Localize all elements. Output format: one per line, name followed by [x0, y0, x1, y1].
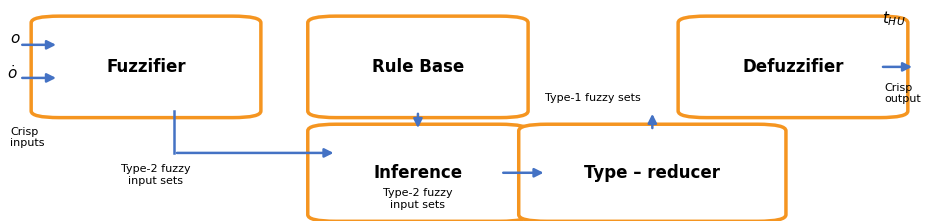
Text: Inference: Inference [374, 164, 463, 182]
Text: Type – reducer: Type – reducer [584, 164, 720, 182]
FancyBboxPatch shape [31, 16, 261, 118]
FancyBboxPatch shape [308, 124, 528, 221]
FancyBboxPatch shape [518, 124, 786, 221]
Text: Defuzzifier: Defuzzifier [742, 58, 844, 76]
Text: Crisp
inputs: Crisp inputs [10, 127, 44, 148]
Text: $\dot{o}$: $\dot{o}$ [8, 65, 18, 82]
Text: Crisp
output: Crisp output [884, 83, 920, 104]
Text: $t_{HU}$: $t_{HU}$ [882, 9, 905, 28]
FancyBboxPatch shape [678, 16, 908, 118]
Text: $o$: $o$ [10, 31, 21, 46]
Text: Type-2 fuzzy
input sets: Type-2 fuzzy input sets [120, 164, 191, 186]
Text: Type-1 fuzzy sets: Type-1 fuzzy sets [545, 93, 640, 103]
Text: Fuzzifier: Fuzzifier [106, 58, 186, 76]
FancyBboxPatch shape [308, 16, 528, 118]
Text: Rule Base: Rule Base [372, 58, 464, 76]
Text: Type-2 fuzzy
input sets: Type-2 fuzzy input sets [383, 188, 453, 210]
